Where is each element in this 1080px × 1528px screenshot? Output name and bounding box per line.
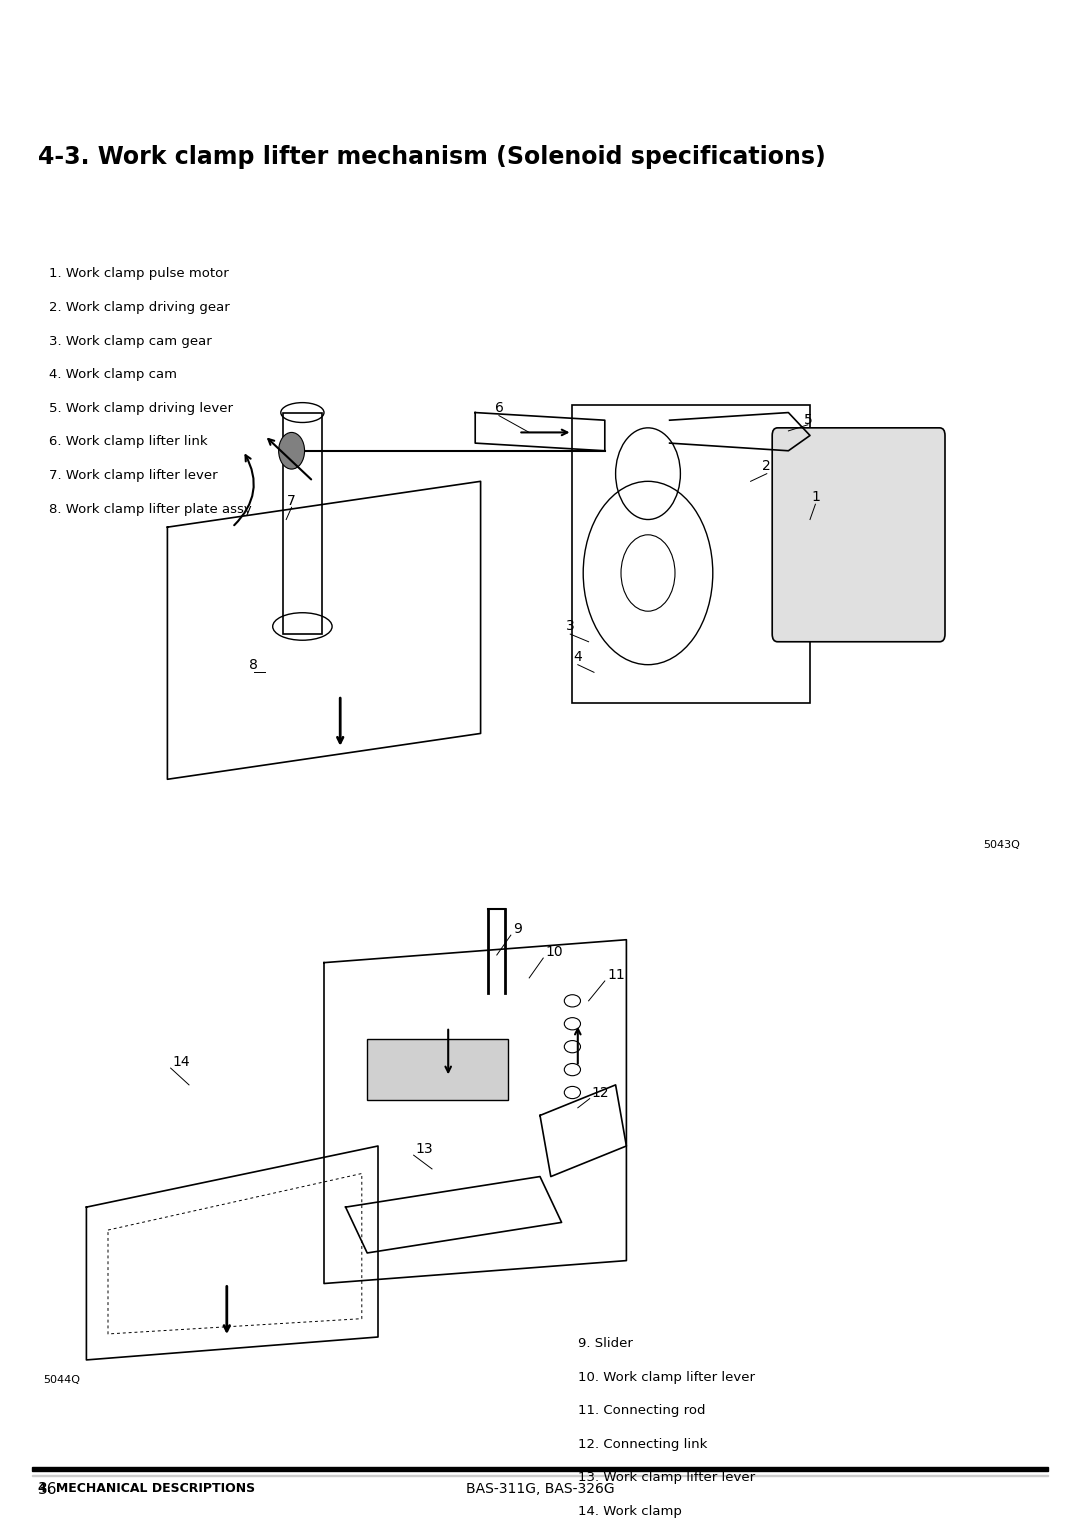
Text: 13. Work clamp lifter lever: 13. Work clamp lifter lever	[578, 1471, 755, 1485]
Text: BAS-311G, BAS-326G: BAS-311G, BAS-326G	[465, 1482, 615, 1496]
Text: 8. Work clamp lifter plate assy: 8. Work clamp lifter plate assy	[49, 503, 252, 516]
Text: 5043Q: 5043Q	[983, 840, 1020, 851]
Text: 14: 14	[173, 1054, 190, 1070]
Text: 2. Work clamp driving gear: 2. Work clamp driving gear	[49, 301, 229, 315]
Text: 5044Q: 5044Q	[43, 1375, 80, 1386]
Text: 12. Connecting link: 12. Connecting link	[578, 1438, 707, 1452]
Text: 2: 2	[762, 458, 771, 474]
Bar	[32, 1467, 1048, 1471]
Text: 4: 4	[573, 649, 582, 665]
Circle shape	[279, 432, 305, 469]
Text: 7. Work clamp lifter lever: 7. Work clamp lifter lever	[49, 469, 217, 483]
Text: 4. MECHANICAL DESCRIPTIONS: 4. MECHANICAL DESCRIPTIONS	[38, 1482, 255, 1496]
Text: 12: 12	[592, 1085, 609, 1100]
Bar	[367, 1039, 508, 1100]
Bar	[32, 1475, 1048, 1476]
Text: 6: 6	[495, 400, 503, 416]
Text: 13: 13	[416, 1141, 433, 1157]
Text: 1. Work clamp pulse motor: 1. Work clamp pulse motor	[49, 267, 228, 281]
Text: 14. Work clamp: 14. Work clamp	[578, 1505, 681, 1519]
Text: 3: 3	[566, 619, 575, 634]
Text: 8: 8	[249, 657, 258, 672]
Text: 4. Work clamp cam: 4. Work clamp cam	[49, 368, 177, 382]
Bar	[572, 405, 810, 703]
Bar	[283, 413, 322, 634]
Text: 9: 9	[513, 921, 522, 937]
Text: 36: 36	[38, 1482, 57, 1497]
Text: 5: 5	[804, 413, 812, 428]
Text: 7: 7	[287, 494, 296, 509]
Text: 6. Work clamp lifter link: 6. Work clamp lifter link	[49, 435, 207, 449]
Text: 10: 10	[545, 944, 563, 960]
Text: 11: 11	[607, 967, 624, 983]
Text: 4-3. Work clamp lifter mechanism (Solenoid specifications): 4-3. Work clamp lifter mechanism (Soleno…	[38, 145, 825, 170]
Text: 3. Work clamp cam gear: 3. Work clamp cam gear	[49, 335, 212, 348]
Bar	[140, 374, 1026, 833]
Text: 9. Slider: 9. Slider	[578, 1337, 633, 1351]
Text: 1: 1	[811, 489, 820, 504]
Text: 10. Work clamp lifter lever: 10. Work clamp lifter lever	[578, 1371, 755, 1384]
Text: 5. Work clamp driving lever: 5. Work clamp driving lever	[49, 402, 232, 416]
Text: 11. Connecting rod: 11. Connecting rod	[578, 1404, 705, 1418]
FancyBboxPatch shape	[772, 428, 945, 642]
